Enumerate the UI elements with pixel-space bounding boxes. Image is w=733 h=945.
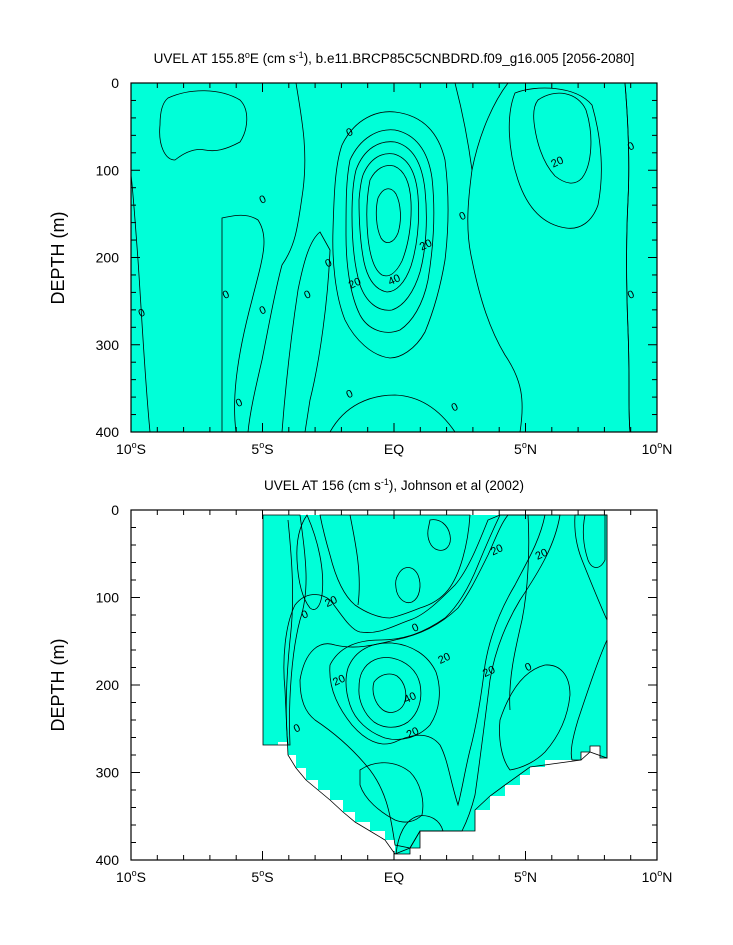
contour-label: 0 [457,210,468,223]
bottom-iso-mid [349,514,360,606]
bottom-fill-gold [345,642,440,740]
bottom-iso-west [285,519,294,746]
bottom-panel: UVEL AT 156 (cm s-1), Johnson et al (200… [48,477,672,885]
top-iso-east-zero [624,83,631,432]
y-tick-label: 200 [96,677,120,693]
contour-label: 0 [523,661,534,674]
x-tick-label: 10oN [642,868,673,885]
y-tick-label: 0 [111,502,119,518]
contour-label: 20 [331,673,347,689]
contour-label: 20 [347,276,363,292]
top-iso-east-upper [454,83,473,171]
contour-label: 40 [386,272,402,288]
top-title: UVEL AT 155.8oE (cm s-1), b.e11.BRCP85C5… [154,50,635,66]
top-fill-euc-green [332,111,449,359]
bottom-fill-deep [372,673,407,713]
top-fill-west-green [131,83,306,432]
bottom-fill-domain [263,515,607,854]
bottom-fill-cyan-upper-1 [319,514,471,619]
contour-label: 20 [481,664,497,680]
contour-label: 0 [221,288,232,301]
bottom-fill-green-under [359,762,424,823]
y-tick-label: 400 [96,852,120,868]
contour-label: 0 [137,307,148,320]
top-panel: UVEL AT 155.8oE (cm s-1), b.e11.BRCP85C5… [48,50,672,457]
contour-label: 0 [626,288,637,301]
contour-label: 20 [405,725,421,741]
contour-label: 0 [450,401,461,414]
contour-label: 0 [626,140,637,153]
y-tick-label: 300 [96,765,120,781]
contour-label: 0 [302,288,313,301]
x-tick-label: 5oS [251,868,273,885]
x-tick-label: 10oN [642,440,673,457]
top-fill-euc-deep [375,188,401,243]
top-fill-bottom-cyan [329,394,456,432]
bottom-fill-cyan-right [570,639,608,761]
y-tick-label: 300 [96,337,120,353]
y-tick-label: 100 [96,590,120,606]
top-fill-east-yellow [533,92,592,184]
bottom-fill-lime-ne [574,514,608,621]
x-tick-label: 5oN [514,868,537,885]
bottom-contour-labels: 20 20 20 0 0 20 20 0 20 40 20 0 [292,542,550,741]
y-tick-label: 200 [96,250,120,266]
bottom-fill-green [283,514,608,855]
bottom-fill-cyan-south [395,815,444,855]
bottom-plot-area [262,514,608,855]
y-tick-label: 100 [96,162,120,178]
top-plot-area [131,83,657,432]
contour-label: 20 [534,547,550,563]
contour-label: 0 [258,193,269,206]
top-fill-euc-lime [345,129,435,333]
y-tick-label: 400 [96,424,120,440]
x-tick-label: 10oS [116,440,146,457]
contour-label: 20 [436,651,452,667]
contour-label: 0 [300,608,311,621]
bottom-fill-yellow [329,514,546,807]
top-fill-euc-orange [366,165,412,277]
x-tick-label: 10oS [116,868,146,885]
contour-label: 20 [323,594,339,610]
contour-label: 0 [258,304,269,317]
contour-label: 0 [234,397,245,410]
top-fill-east-lime [508,87,602,229]
y-tick-label: 0 [111,75,119,91]
bottom-fill-yellow-ne [582,514,606,568]
contour-label: 20 [549,154,565,170]
bottom-fill-lime [299,514,561,849]
x-tick-label: 5oS [251,440,273,457]
bottom-title: UVEL AT 156 (cm s-1), Johnson et al (200… [264,477,524,493]
contour-label: 20 [489,542,505,558]
top-fill-euc-yellow [351,141,427,311]
bottom-fill-blue-mid [395,567,421,604]
top-contour-labels: 0 0 0 0 0 0 0 0 0 0 0 0 0 20 20 20 40 [137,126,637,414]
contour-label: 20 [418,237,434,253]
contour-label: 0 [344,388,355,401]
bottom-ylabel: DEPTH (m) [48,639,68,732]
x-tick-label: EQ [384,869,404,885]
contour-label: 0 [410,621,421,634]
bottom-fill-cyan-east [499,664,571,771]
top-ylabel: DEPTH (m) [48,212,68,305]
bottom-fill-west-cyan [262,514,307,746]
top-fill-central-green [281,231,331,432]
contour-label: 40 [402,690,418,706]
bottom-iso-east [509,514,530,711]
bottom-fill-blue-ne [427,519,451,551]
x-tick-label: EQ [384,441,404,457]
top-fill-base [131,83,657,432]
bottom-fill-orange [358,657,422,728]
top-fill-west-lime [159,90,248,161]
x-tick-label: 5oN [514,440,537,457]
bottom-fill-blue-west [296,514,324,610]
contour-label: 0 [344,126,355,139]
contour-label: 0 [292,722,303,735]
contour-label: 0 [323,257,334,270]
top-fill-euc-gold [358,153,420,293]
